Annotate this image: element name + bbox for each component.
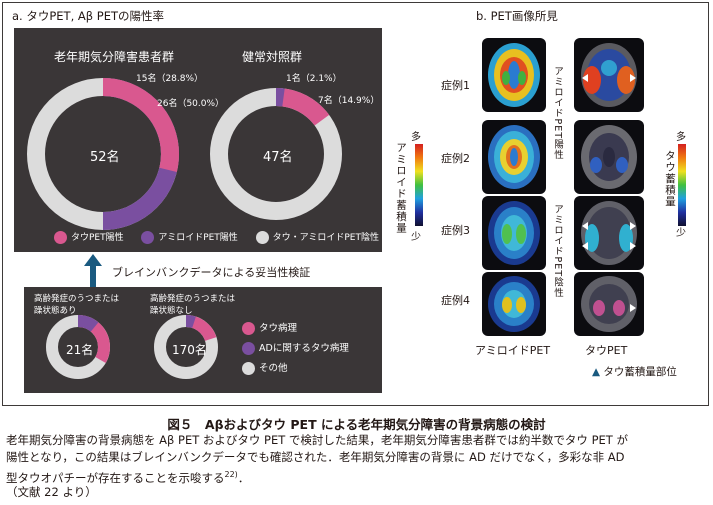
amyloid-negative-label: アミロイドPET陰性 bbox=[552, 204, 563, 299]
control-donut bbox=[210, 88, 342, 220]
amyloid-positive-label: アミロイドPET陽性 bbox=[552, 66, 563, 161]
panel-a-charts: 老年期気分障害患者群 健常対照群 52名 47名 15名（28.8%） 26名（… bbox=[14, 28, 382, 252]
amyloid-scale-top: 多 bbox=[411, 132, 421, 143]
patient-donut bbox=[27, 78, 179, 230]
col-label-amyloid: アミロイドPET bbox=[475, 344, 551, 357]
patient-tau-segment bbox=[102, 78, 179, 172]
bb-without-ad-segment bbox=[185, 315, 196, 329]
amyloid-brain-4 bbox=[482, 272, 546, 336]
group2-amyloid-label: 1名（2.1%） bbox=[286, 74, 342, 84]
bb-legend-tau-swatch bbox=[242, 322, 255, 335]
legend-tau-swatch bbox=[54, 231, 67, 244]
tau-colorbar bbox=[678, 144, 686, 226]
legend-amyloid: アミロイドPET陽性 bbox=[158, 233, 238, 243]
body-line-1: 老年期気分障害の背景病態を Aβ PET およびタウ PET で検討した結果，老… bbox=[6, 433, 628, 447]
group1-tau-label: 15名（28.8%） bbox=[136, 74, 204, 84]
bb-group2-title-line1: 高齢発症のうつまたは bbox=[150, 294, 236, 304]
group2-center: 47名 bbox=[263, 150, 293, 165]
bb-donuts bbox=[46, 315, 218, 379]
bb-group2-center: 170名 bbox=[172, 343, 207, 357]
legend-amyloid-swatch bbox=[141, 231, 155, 244]
tau-brain-image-2 bbox=[581, 125, 637, 189]
amyloid-scale-label: アミロイド蓄積量 bbox=[395, 142, 407, 234]
bb-with-ad-segment bbox=[77, 315, 99, 332]
bb-donut-without bbox=[154, 315, 218, 379]
panel-a-title: a. タウPET, Aβ PETの陽性率 bbox=[12, 9, 164, 23]
col-label-tau: タウPET bbox=[585, 344, 628, 357]
body-line-3: 型タウオパチーが存在することを示唆する22)． bbox=[6, 466, 249, 487]
legend-negative-swatch bbox=[255, 231, 269, 244]
body-line-3-end: ． bbox=[237, 470, 250, 485]
legend-negative: タウ・アミロイドPET陰性 bbox=[272, 233, 379, 243]
case-label-2: 症例2 bbox=[441, 152, 470, 165]
amyloid-brain-3 bbox=[482, 196, 546, 270]
bb-legend-tau: タウ病理 bbox=[259, 323, 298, 334]
legend-tau: タウPET陽性 bbox=[71, 233, 124, 243]
case-label-1: 症例1 bbox=[441, 79, 470, 92]
brainbank-panel: 高齢発症のうつまたは 躁状態あり 高齢発症のうつまたは 躁状態なし 21名 17… bbox=[24, 287, 382, 393]
tau-brain-1 bbox=[574, 38, 644, 112]
bb-group2-title: 高齢発症のうつまたは 躁状態なし bbox=[150, 293, 235, 317]
tau-scale-bottom: 少 bbox=[676, 228, 686, 239]
figure-caption: 図５ Aβおよびタウ PET による老年期気分障害の背景病態の検討 bbox=[167, 417, 546, 432]
tau-marker-legend: ▲ タウ蓄積量部位 bbox=[592, 364, 677, 379]
bb-legend-ad-swatch bbox=[242, 342, 255, 355]
figure-frame bbox=[2, 2, 709, 406]
triangle-icon: ▲ bbox=[592, 366, 601, 378]
amyloid-colorbar bbox=[415, 144, 423, 226]
tau-brain-2 bbox=[574, 120, 644, 194]
bb-group1-center: 21名 bbox=[66, 343, 94, 357]
bb-group1-title: 高齢発症のうつまたは 躁状態あり bbox=[34, 293, 119, 317]
group2-title: 健常対照群 bbox=[242, 50, 303, 64]
panel-b-title: b. PET画像所見 bbox=[476, 9, 558, 23]
body-line-4: （文献 22 より） bbox=[6, 485, 97, 499]
tau-scale-label: タウ蓄積量 bbox=[664, 150, 676, 208]
tau-brain-4 bbox=[574, 272, 644, 336]
group1-center: 52名 bbox=[90, 150, 120, 165]
tau-marker-icon bbox=[582, 74, 588, 82]
tau-brain-image-3 bbox=[581, 201, 637, 265]
body-line-3-main: 型タウオパチーが存在することを示唆する bbox=[6, 470, 225, 485]
panel-a-legend: タウPET陽性 アミロイドPET陽性 タウ・アミロイドPET陰性 bbox=[54, 230, 379, 244]
bb-group1-title-line2: 躁状態あり bbox=[34, 306, 77, 316]
tau-brain-image-1 bbox=[581, 43, 637, 107]
case-label-4: 症例4 bbox=[441, 294, 470, 307]
bb-legend-other: その他 bbox=[259, 363, 288, 374]
amyloid-brain-1 bbox=[482, 38, 546, 112]
up-arrow-icon bbox=[84, 254, 102, 288]
bb-donut-with bbox=[46, 315, 110, 379]
amyloid-brain-2 bbox=[482, 120, 546, 194]
group1-amyloid-label: 26名（50.0%） bbox=[157, 99, 225, 109]
donut-charts bbox=[27, 78, 342, 230]
bb-group2-title-line2: 躁状態なし bbox=[150, 306, 193, 316]
amyloid-brain-image-1 bbox=[488, 43, 540, 107]
body-line-2: 陽性となり，この結果はブレインバンクデータでも確認された．老年期気分障害の背景に… bbox=[6, 450, 625, 464]
bb-legend-ad: ADに関するタウ病理 bbox=[259, 343, 349, 354]
verification-label: ブレインバンクデータによる妥当性検証 bbox=[112, 266, 311, 279]
bb-legend-other-swatch bbox=[242, 362, 255, 375]
tau-marker-legend-label: タウ蓄積量部位 bbox=[603, 366, 677, 378]
group1-title: 老年期気分障害患者群 bbox=[54, 50, 175, 64]
citation-superscript: 22) bbox=[224, 470, 238, 479]
amyloid-brain-image-2 bbox=[488, 125, 540, 189]
case-label-3: 症例3 bbox=[441, 224, 470, 237]
tau-scale-top: 多 bbox=[676, 132, 686, 143]
bb-group1-title-line1: 高齢発症のうつまたは bbox=[34, 294, 120, 304]
bb-legend: タウ病理 ADに関するタウ病理 その他 bbox=[242, 319, 349, 379]
tau-brain-image-4 bbox=[581, 276, 637, 332]
amyloid-scale-bottom: 少 bbox=[411, 232, 421, 243]
group2-tau-label: 7名（14.9%） bbox=[318, 96, 380, 106]
tau-brain-3 bbox=[574, 196, 644, 270]
amyloid-brain-image-4 bbox=[488, 276, 540, 332]
amyloid-brain-image-3 bbox=[488, 201, 540, 265]
